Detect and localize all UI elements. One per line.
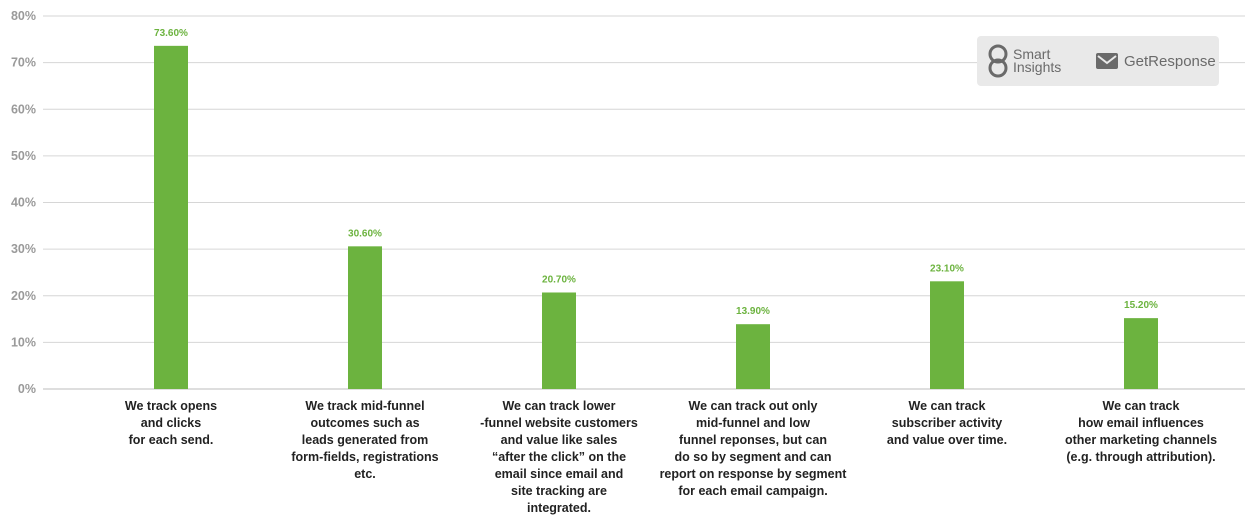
bar xyxy=(736,324,770,389)
gridlines xyxy=(43,15,1245,390)
category-label: We can track out only mid-funnel and low… xyxy=(659,399,847,498)
data-label: 23.10% xyxy=(930,263,964,274)
y-tick-label: 70% xyxy=(11,56,36,70)
bar xyxy=(930,281,964,389)
y-tick-label: 0% xyxy=(18,382,36,396)
y-tick-label: 10% xyxy=(11,335,36,349)
data-labels: 73.60% 30.60% 20.70% 13.90% 23.10% 15.20% xyxy=(154,28,1158,317)
data-label: 30.60% xyxy=(348,228,382,239)
smart-insights-text: Smart Insights xyxy=(1013,46,1062,75)
y-tick-label: 40% xyxy=(11,196,36,210)
y-tick-label: 30% xyxy=(11,242,36,256)
y-tick-label: 50% xyxy=(11,149,36,163)
envelope-icon xyxy=(1096,53,1118,69)
logo-box: Smart Insights GetResponse xyxy=(977,36,1219,86)
y-tick-label: 80% xyxy=(11,9,36,23)
category-label: We track opens and clicks for each send. xyxy=(124,399,218,447)
bar xyxy=(154,45,188,390)
smart-insights-logo: Smart Insights xyxy=(987,44,1061,78)
bars xyxy=(154,45,1158,390)
category-label: We can track subscriber activity and val… xyxy=(886,399,1008,447)
getresponse-logo: GetResponse xyxy=(1096,51,1216,71)
y-tick-label: 20% xyxy=(11,289,36,303)
getresponse-text: GetResponse xyxy=(1124,52,1216,70)
category-label: We can track lower -funnel website custo… xyxy=(480,399,638,515)
data-label: 20.70% xyxy=(542,274,576,285)
y-tick-label: 60% xyxy=(11,102,36,116)
data-label: 73.60% xyxy=(154,28,188,39)
data-label: 15.20% xyxy=(1124,300,1158,311)
bar xyxy=(348,246,382,389)
category-label: We can track how email influences other … xyxy=(1064,399,1218,464)
smart-insights-icon xyxy=(988,44,1008,78)
bar xyxy=(1124,318,1158,389)
category-label: We track mid-funnel outcomes such as lea… xyxy=(291,399,439,481)
bar xyxy=(542,292,576,389)
data-label: 13.90% xyxy=(736,306,770,317)
y-axis-tick-labels: 0% 10% 20% 30% 40% 50% 60% 70% 80% xyxy=(11,9,36,396)
